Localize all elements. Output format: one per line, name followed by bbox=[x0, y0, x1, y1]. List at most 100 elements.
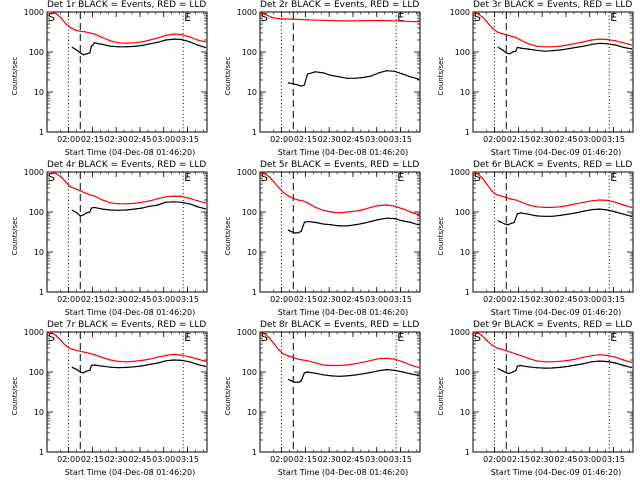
y-tick-label: 1000 bbox=[237, 8, 257, 17]
events-data-point bbox=[583, 210, 585, 212]
lld-series-line bbox=[472, 11, 632, 48]
lld-data-point bbox=[125, 361, 127, 363]
events-data-point bbox=[378, 369, 380, 372]
lld-data-point bbox=[591, 39, 593, 41]
y-tick-label: 1 bbox=[252, 128, 257, 137]
events-data-point bbox=[606, 43, 609, 45]
y-axis-label: Counts/sec bbox=[437, 216, 445, 256]
lld-data-point bbox=[268, 176, 271, 178]
events-data-point bbox=[188, 361, 191, 363]
events-data-point bbox=[314, 372, 317, 374]
chart-title: Det 1r BLACK = Events, RED = LLD bbox=[47, 0, 207, 10]
events-data-point bbox=[101, 365, 104, 367]
end-marker: E bbox=[184, 171, 191, 184]
start-marker: S bbox=[474, 171, 481, 184]
y-tick-label: 1 bbox=[39, 128, 44, 137]
events-data-point bbox=[133, 208, 135, 210]
lld-data-point bbox=[302, 200, 304, 202]
events-data-point bbox=[599, 360, 601, 362]
chart-panel-3: 1 10 100 1000 02:00 02:15 02:30 02:45 03:00 03:15… bbox=[426, 0, 639, 160]
x-tick-label: 02:30 bbox=[105, 295, 128, 304]
events-data-point bbox=[354, 77, 356, 80]
start-marker: S bbox=[474, 11, 481, 24]
events-data-point bbox=[409, 373, 412, 375]
x-tick-label: 02:15 bbox=[294, 295, 317, 304]
events-data-point bbox=[292, 83, 294, 85]
lld-data-point bbox=[486, 340, 488, 342]
events-series-line bbox=[497, 42, 632, 55]
lld-data-point bbox=[322, 209, 325, 212]
lld-data-point bbox=[515, 36, 517, 39]
x-tick-label: 02:00 bbox=[57, 295, 80, 304]
lld-data-point bbox=[505, 196, 507, 199]
x-axis-label: Start Time (04-Dec-08 01:46:20) bbox=[64, 308, 196, 317]
lld-data-point bbox=[505, 350, 507, 352]
x-tick-label: 02:15 bbox=[294, 135, 317, 144]
lld-data-point bbox=[283, 192, 285, 194]
lld-data-point bbox=[157, 198, 159, 200]
lld-data-point bbox=[477, 13, 479, 15]
x-tick-label: 02:15 bbox=[507, 295, 530, 304]
chart-title: Det 2r BLACK = Events, RED = LLD bbox=[260, 0, 420, 10]
lld-data-point bbox=[188, 197, 191, 200]
lld-data-point bbox=[141, 359, 143, 362]
lld-data-point bbox=[157, 356, 159, 358]
lld-data-point bbox=[515, 353, 517, 355]
lld-data-point bbox=[535, 45, 538, 47]
events-data-point bbox=[180, 359, 183, 362]
events-data-point bbox=[386, 70, 388, 72]
lld-data-point bbox=[346, 364, 348, 366]
events-data-point bbox=[401, 73, 404, 75]
x-tick-label: 03:00 bbox=[578, 135, 601, 144]
events-data-point bbox=[287, 229, 290, 231]
lld-data-point bbox=[70, 348, 72, 350]
events-data-point bbox=[543, 50, 545, 52]
events-data-point bbox=[622, 213, 625, 215]
events-data-point bbox=[133, 45, 135, 48]
y-tick-label: 100 bbox=[29, 208, 44, 217]
lld-data-point bbox=[196, 39, 199, 41]
events-data-point bbox=[93, 364, 96, 366]
lld-data-point bbox=[472, 11, 474, 13]
y-tick-label: 10 bbox=[34, 408, 44, 417]
events-data-point bbox=[101, 208, 104, 210]
y-axis-label: Counts/sec bbox=[437, 376, 445, 416]
lld-data-point bbox=[591, 355, 593, 357]
chart-panel-9: 1 10 100 1000 02:00 02:15 02:30 02:45 03:00 03:15… bbox=[426, 320, 639, 480]
plot-frame bbox=[472, 171, 634, 293]
y-tick-label: 1 bbox=[465, 288, 470, 297]
y-tick-label: 100 bbox=[455, 368, 470, 377]
y-tick-label: 100 bbox=[29, 48, 44, 57]
lld-data-point bbox=[149, 358, 151, 360]
chart-title: Det 7r BLACK = Events, RED = LLD bbox=[47, 320, 207, 330]
x-tick-label: 03:15 bbox=[389, 295, 412, 304]
events-series-line bbox=[72, 201, 206, 217]
lld-data-point bbox=[180, 195, 183, 198]
events-data-point bbox=[303, 372, 306, 374]
x-tick-label: 03:00 bbox=[152, 455, 175, 464]
lld-data-point bbox=[559, 206, 561, 208]
events-data-point bbox=[551, 215, 553, 218]
end-marker: E bbox=[184, 11, 191, 24]
events-data-point bbox=[393, 369, 396, 372]
y-tick-label: 1000 bbox=[450, 8, 470, 17]
events-data-point bbox=[149, 205, 151, 207]
lld-data-point bbox=[362, 208, 364, 211]
events-data-point bbox=[614, 362, 617, 364]
lld-data-point bbox=[417, 366, 420, 369]
x-tick-label: 02:30 bbox=[531, 135, 554, 144]
events-data-point bbox=[141, 365, 143, 367]
x-tick-label: 02:45 bbox=[554, 295, 577, 304]
y-tick-label: 10 bbox=[247, 248, 257, 257]
events-data-point bbox=[606, 209, 609, 211]
chart-title: Det 9r BLACK = Events, RED = LLD bbox=[473, 320, 633, 330]
y-tick-label: 1000 bbox=[450, 328, 470, 337]
events-data-point bbox=[306, 220, 309, 223]
y-tick-label: 1 bbox=[39, 448, 44, 457]
events-data-point bbox=[386, 217, 388, 219]
events-data-point bbox=[79, 215, 81, 217]
events-series-line bbox=[71, 38, 206, 56]
lld-data-point bbox=[630, 206, 633, 209]
chart-svg: 1 10 100 1000 02:00 02:15 02:30 02:45 03:00 03:15… bbox=[237, 8, 421, 144]
y-tick-label: 10 bbox=[460, 248, 470, 257]
